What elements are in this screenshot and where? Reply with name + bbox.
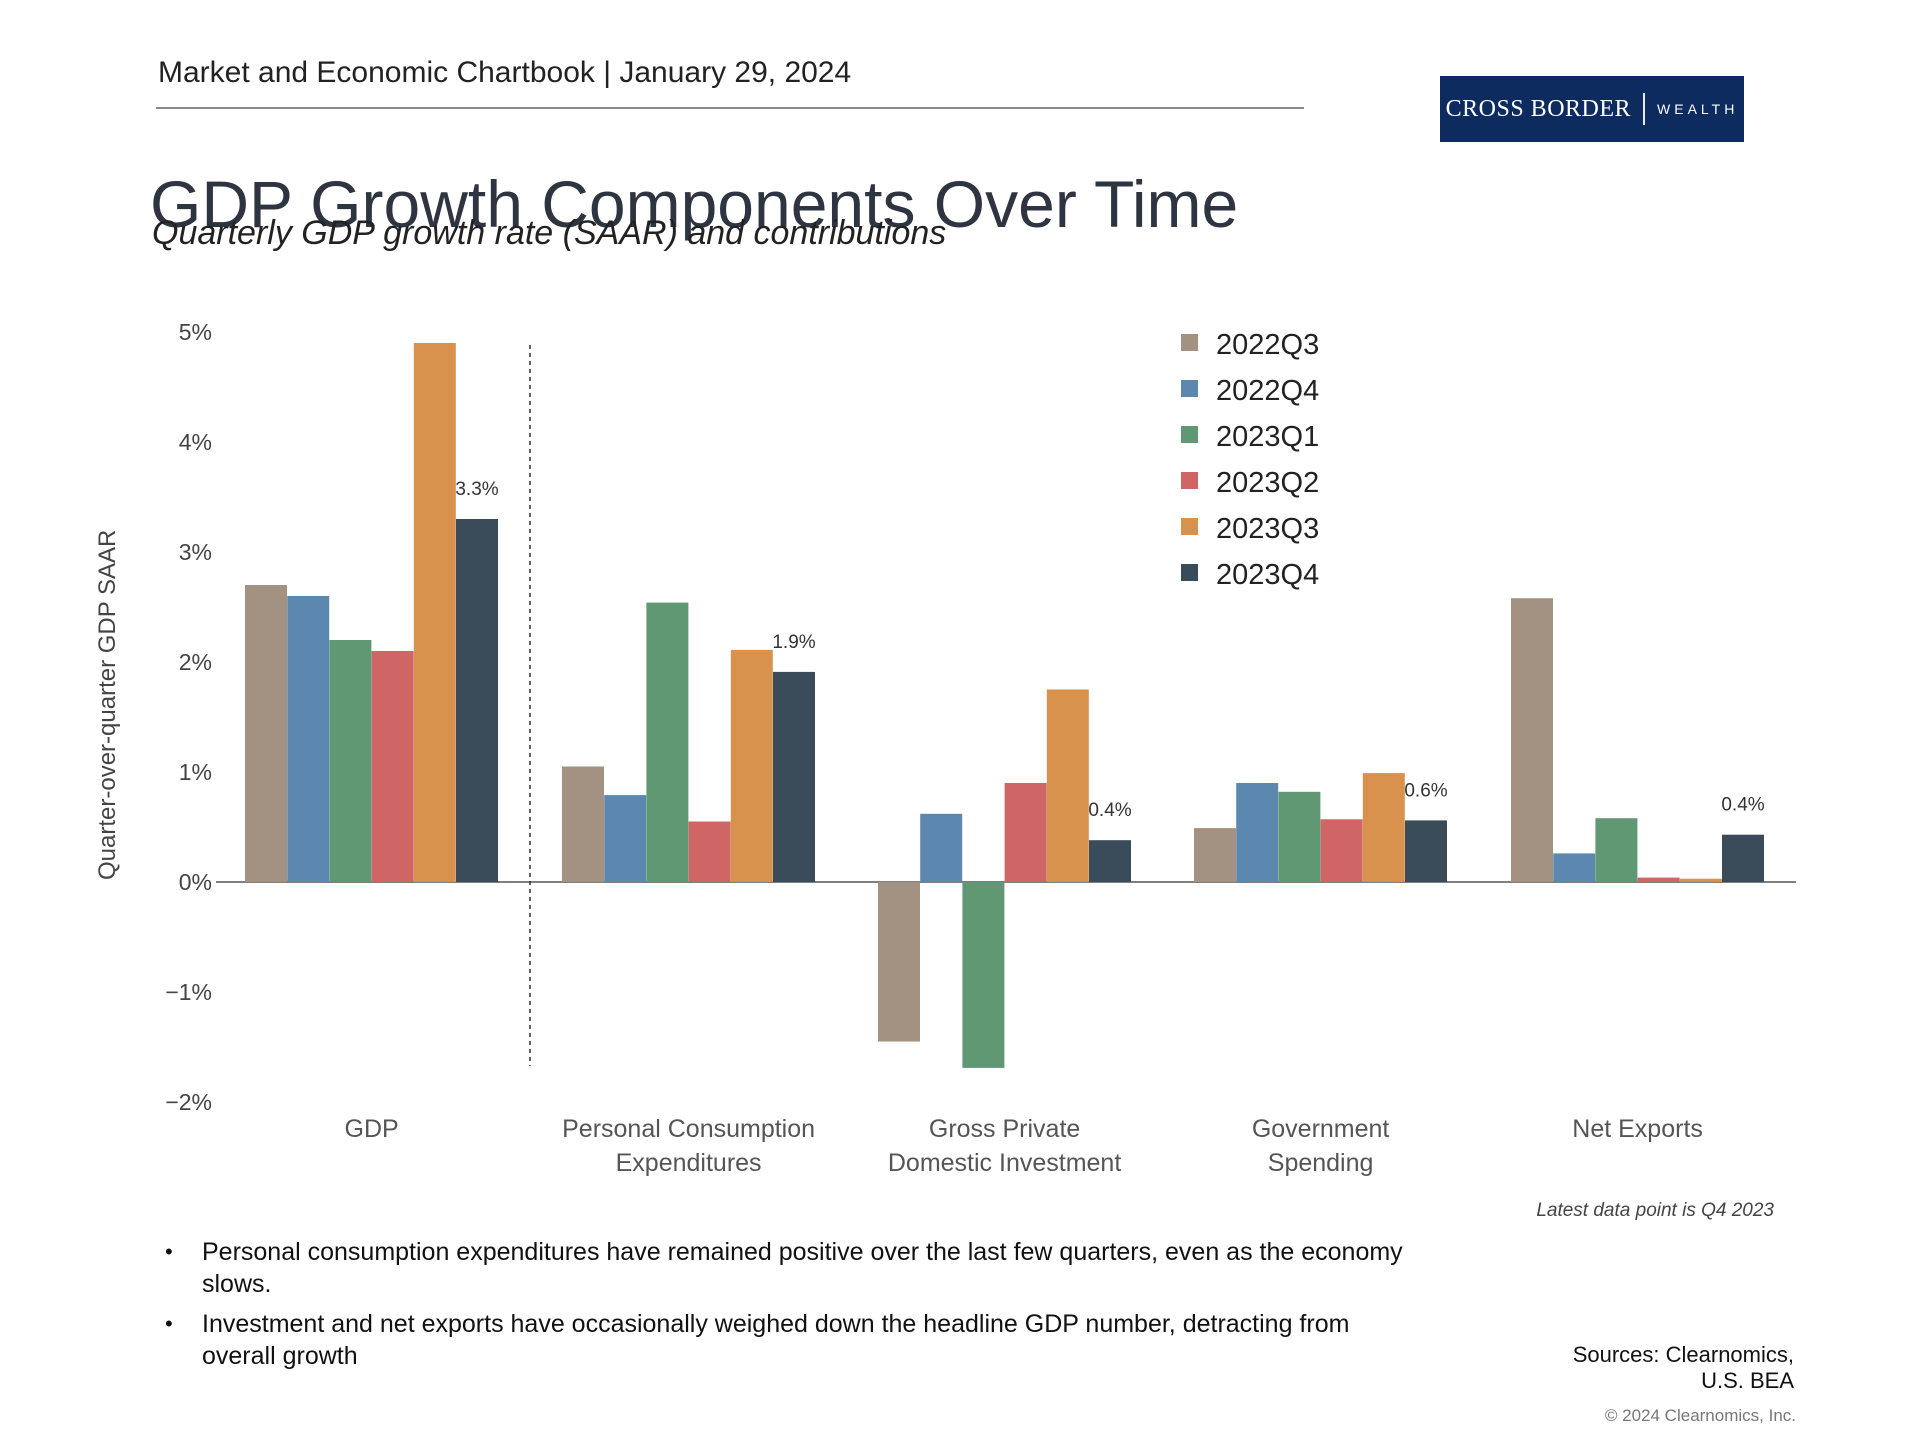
bar-2023q2 — [688, 821, 731, 882]
latest-data-note: Latest data point is Q4 2023 — [1536, 1200, 1774, 1221]
copyright: © 2024 Clearnomics, Inc. — [1604, 1406, 1796, 1425]
data-label: 1.9% — [772, 632, 815, 653]
bar-2022q3 — [1194, 828, 1236, 882]
cross-border-wealth-logo: CROSS BORDER WEALTH — [1440, 76, 1744, 142]
bar-2023q3 — [730, 649, 773, 882]
legend-swatch — [1181, 472, 1198, 489]
bar-2023q2 — [1320, 819, 1363, 882]
legend-swatch — [1181, 426, 1198, 443]
bar-2023q4 — [773, 671, 815, 882]
bar-2023q2 — [1004, 783, 1047, 882]
logo-sub: WEALTH — [1657, 101, 1739, 117]
y-tick-label: 4% — [179, 429, 212, 455]
legend-swatch — [1181, 564, 1198, 581]
header-divider — [156, 107, 1304, 109]
y-tick-label: 5% — [179, 319, 212, 345]
takeaway-bullet: Personal consumption expenditures have r… — [160, 1236, 1420, 1300]
bar-2023q4 — [1722, 834, 1764, 882]
category-label: Spending — [1268, 1149, 1374, 1177]
bar-2023q4 — [1089, 840, 1131, 882]
sources-line: U.S. BEA — [1701, 1368, 1794, 1393]
bar-2023q4 — [1405, 820, 1447, 882]
bar-2022q4 — [920, 813, 963, 882]
y-tick-label: −1% — [165, 979, 212, 1005]
data-label: 0.6% — [1404, 780, 1447, 801]
bar-2023q2 — [1637, 877, 1680, 882]
data-label: 0.4% — [1088, 800, 1131, 821]
bar-2023q3 — [413, 343, 456, 882]
bar-2022q4 — [1553, 853, 1596, 882]
bar-2023q3 — [1362, 773, 1405, 882]
category-label: Expenditures — [616, 1149, 762, 1177]
bar-2023q3 — [1679, 878, 1722, 882]
legend-label: 2022Q3 — [1216, 329, 1319, 361]
bar-2023q1 — [962, 882, 1005, 1068]
takeaway-bullet: Investment and net exports have occasion… — [160, 1308, 1420, 1372]
chartbook-header: Market and Economic Chartbook | January … — [158, 56, 852, 89]
category-label: Gross Private — [929, 1115, 1080, 1143]
sources: Sources: Clearnomics, U.S. BEA — [1573, 1342, 1794, 1394]
y-axis-label: Quarter-over-quarter GDP SAAR — [94, 529, 121, 880]
bar-2022q3 — [562, 766, 604, 882]
data-label: 3.3% — [455, 479, 498, 500]
bar-2023q1 — [1595, 818, 1638, 882]
legend-swatch — [1181, 334, 1198, 351]
category-label: Net Exports — [1572, 1115, 1703, 1143]
legend-label: 2023Q4 — [1216, 559, 1319, 591]
bar-2022q3 — [1511, 598, 1553, 882]
bar-2022q3 — [878, 882, 920, 1042]
page-subtitle: Quarterly GDP growth rate (SAAR) and con… — [152, 214, 947, 252]
y-tick-label: 3% — [179, 539, 212, 565]
legend-label: 2023Q3 — [1216, 513, 1319, 545]
category-label: Personal Consumption — [562, 1115, 815, 1143]
y-tick-label: 2% — [179, 649, 212, 675]
data-label: 0.4% — [1721, 795, 1764, 816]
bar-2023q1 — [646, 602, 689, 882]
bar-2022q4 — [1236, 783, 1279, 882]
category-label: Domestic Investment — [888, 1149, 1121, 1177]
category-label: GDP — [345, 1115, 399, 1143]
bar-2022q4 — [287, 596, 330, 882]
bar-2023q4 — [456, 519, 498, 882]
logo-separator — [1643, 93, 1646, 125]
bar-2023q3 — [1046, 689, 1089, 882]
legend-swatch — [1181, 380, 1198, 397]
key-takeaways-list: Personal consumption expenditures have r… — [160, 1236, 1420, 1380]
y-tick-label: 1% — [179, 759, 212, 785]
logo-brand: CROSS BORDER — [1445, 95, 1632, 122]
page-title: GDP Growth Components Over Time — [150, 167, 1239, 242]
y-tick-label: −2% — [165, 1089, 212, 1115]
legend-swatch — [1181, 518, 1198, 535]
legend-label: 2022Q4 — [1216, 375, 1319, 407]
bar-2022q4 — [604, 795, 647, 882]
bar-2023q1 — [1278, 791, 1321, 882]
sources-line: Sources: Clearnomics, — [1572, 1342, 1794, 1367]
y-tick-label: 0% — [179, 869, 212, 895]
legend-label: 2023Q2 — [1216, 467, 1319, 499]
bar-2022q3 — [245, 585, 287, 882]
legend-label: 2023Q1 — [1216, 421, 1319, 453]
category-label: Government — [1252, 1115, 1390, 1143]
bar-2023q2 — [371, 651, 414, 882]
bar-2023q1 — [329, 640, 372, 882]
